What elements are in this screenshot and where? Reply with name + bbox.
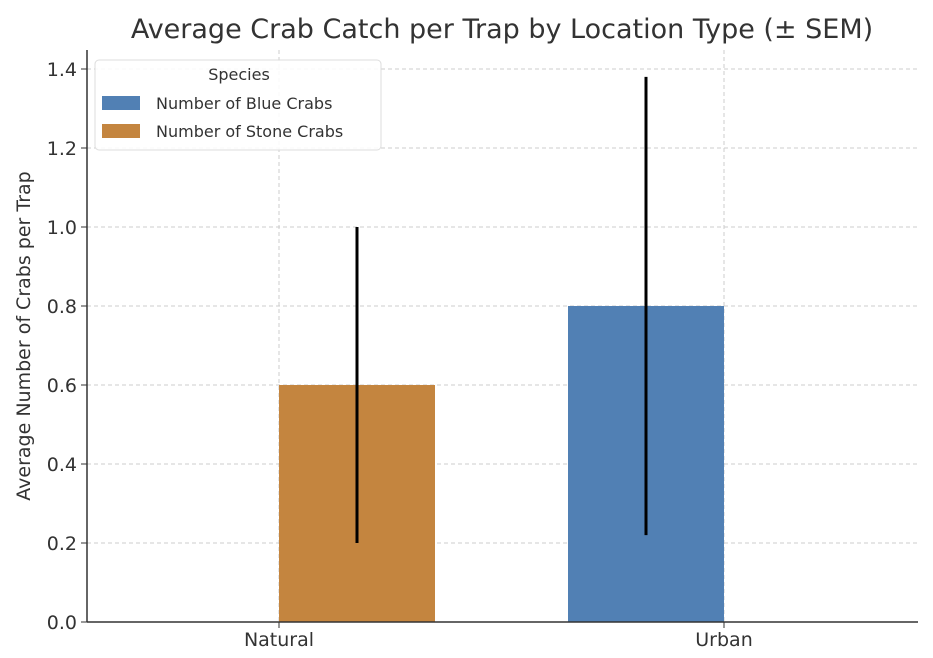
y-tick-label: 0.2: [47, 533, 77, 555]
y-tick-label: 0.6: [47, 375, 77, 397]
legend-label: Number of Blue Crabs: [156, 94, 332, 113]
x-tick-label: Natural: [244, 629, 314, 651]
legend-swatch: [102, 96, 140, 110]
legend-label: Number of Stone Crabs: [156, 122, 343, 141]
x-tick-label: Urban: [695, 629, 752, 651]
legend-box: [94, 59, 382, 151]
y-axis-label: Average Number of Crabs per Trap: [13, 171, 35, 500]
chart-title: Average Crab Catch per Trap by Location …: [131, 14, 873, 45]
y-tick-label: 1.2: [47, 138, 77, 160]
y-tick-label: 1.4: [47, 59, 77, 81]
legend-title: Species: [208, 65, 270, 84]
y-tick-label: 1.0: [47, 217, 77, 239]
y-tick-label: 0.4: [47, 454, 77, 476]
legend-swatch: [102, 124, 140, 138]
y-tick-label: 0.0: [47, 612, 77, 634]
y-tick-label: 0.8: [47, 296, 77, 318]
